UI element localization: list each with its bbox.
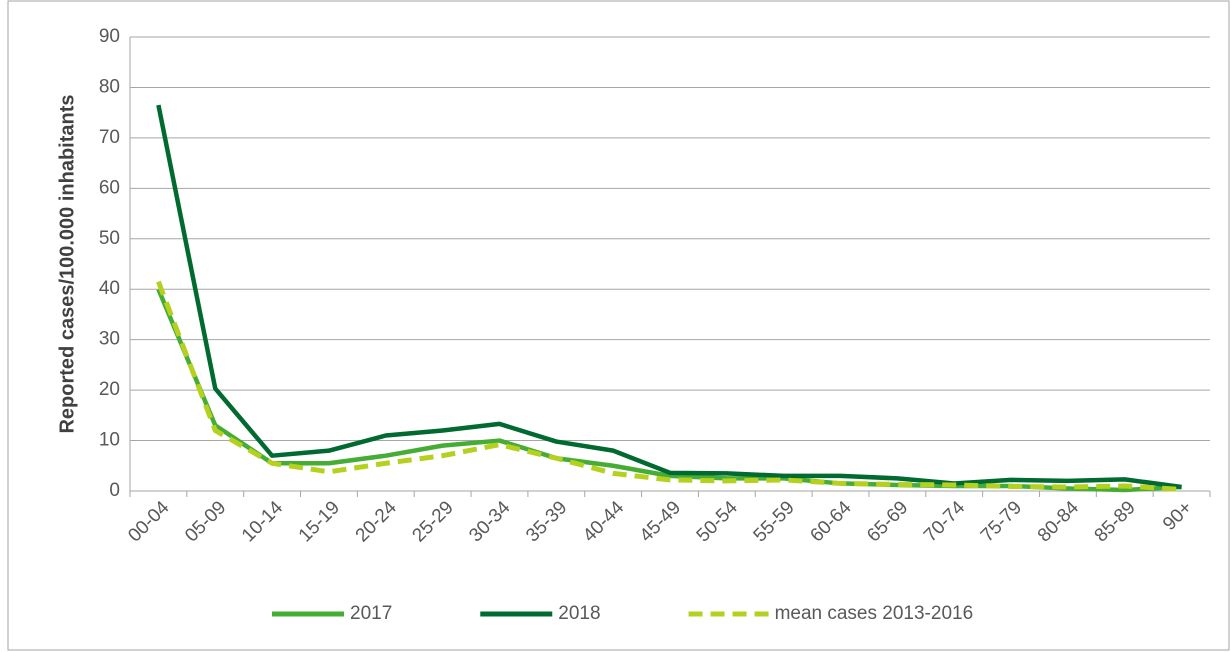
y-tick-label: 40	[99, 278, 120, 299]
y-tick-label: 10	[99, 430, 120, 451]
series-line	[156, 288, 1182, 493]
x-tick-label: 75-79	[977, 497, 1026, 546]
y-tick-label: 70	[99, 127, 120, 148]
legend-label: mean cases 2013-2016	[775, 603, 974, 624]
x-tick-label: 35-39	[522, 497, 571, 546]
legend-label: 2018	[558, 603, 600, 624]
x-tick-label: 10-14	[238, 497, 288, 547]
x-tick-label: 65-69	[863, 497, 912, 546]
y-tick-label: 30	[99, 329, 120, 350]
x-tick-label: 20-24	[352, 497, 402, 547]
series-line	[156, 104, 1182, 490]
x-tick-label: 30-34	[465, 497, 515, 547]
y-tick-label: 90	[99, 26, 120, 47]
series-line	[156, 280, 1182, 492]
y-tick-label: 60	[99, 177, 120, 198]
legend-label: 2017	[350, 603, 392, 624]
x-tick-label: 05-09	[181, 497, 230, 546]
x-tick-label: 00-04	[124, 497, 174, 547]
x-tick-label: 50-54	[693, 497, 743, 547]
x-tick-label: 60-64	[806, 497, 856, 547]
chart-frame	[7, 0, 1230, 651]
x-tick-label: 70-74	[920, 497, 970, 547]
x-tick-label: 45-49	[636, 497, 685, 546]
x-tick-label: 55-59	[750, 497, 799, 546]
y-tick-label: 80	[99, 76, 120, 97]
y-tick-label: 20	[99, 379, 120, 400]
x-tick-label: 40-44	[579, 497, 629, 547]
y-axis-label: Reported cases/100.000 inhabitants	[56, 94, 78, 433]
x-tick-label: 15-19	[295, 497, 344, 546]
x-tick-label: 90+	[1159, 497, 1197, 535]
x-tick-label: 85-89	[1091, 497, 1140, 546]
x-tick-label: 25-29	[408, 497, 457, 546]
x-tick-label: 80-84	[1034, 497, 1084, 547]
y-tick-label: 50	[99, 228, 120, 249]
y-tick-label: 0	[109, 480, 120, 501]
